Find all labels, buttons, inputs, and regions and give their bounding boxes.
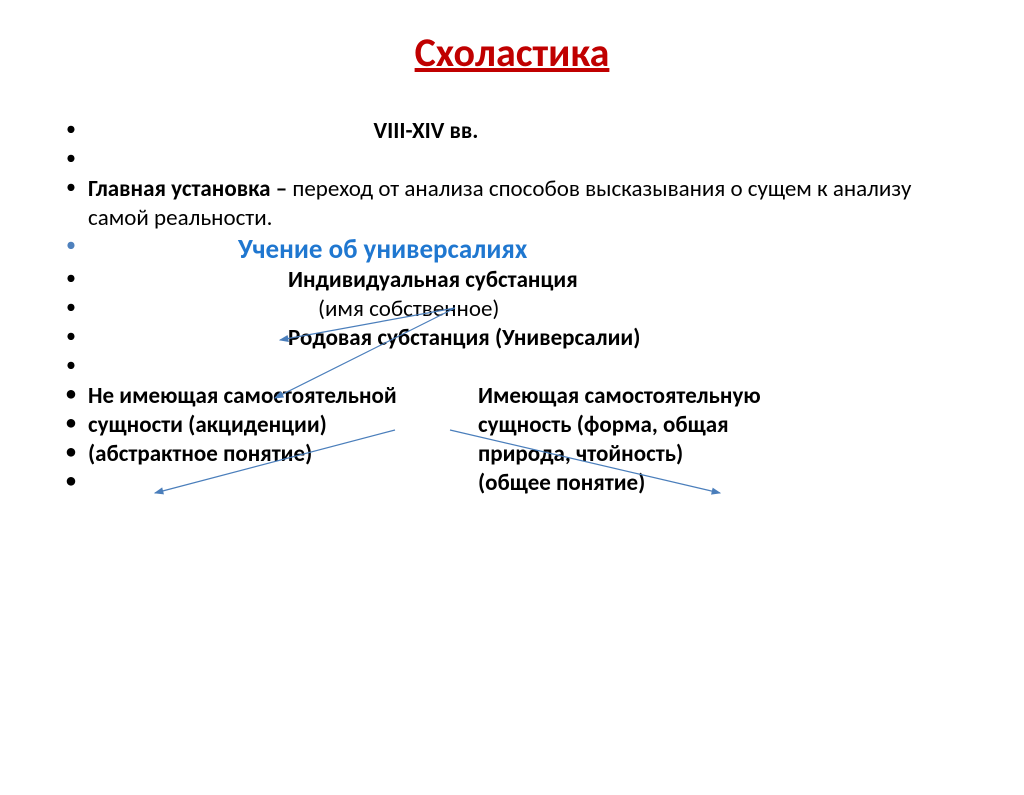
- col-right-1: Имеющая самостоятельную: [478, 382, 761, 410]
- line-period: VIII-XIV вв.: [60, 117, 964, 146]
- col-left-1: Не имеющая самостоятельной: [88, 382, 478, 411]
- period-text: VIII-XIV вв.: [88, 117, 964, 146]
- line-proper-name: (имя собственное): [60, 295, 964, 324]
- line-empty-2: [60, 353, 964, 382]
- col-right-3: природа, чтойность): [478, 440, 683, 468]
- universals-text: Учение об универсалиях: [88, 233, 527, 267]
- individual-text: Индивидуальная субстанция: [88, 266, 578, 295]
- line-generic: Родовая субстанция (Универсалии): [60, 324, 964, 353]
- bullet-list: VIII-XIV вв. Главная установка – переход…: [60, 117, 964, 498]
- line-empty-1: [60, 146, 964, 175]
- slide: Схоластика VIII-XIV вв. Главная установк…: [0, 28, 1024, 795]
- generic-text: Родовая субстанция (Универсалии): [88, 324, 640, 353]
- main-bold: Главная установка –: [88, 175, 292, 203]
- line-cols-3: (абстрактное понятие)природа, чтойность): [60, 440, 964, 469]
- col-right-4: (общее понятие): [478, 469, 645, 497]
- line-cols-4: (общее понятие): [60, 469, 964, 498]
- line-cols-2: сущности (акциденции)сущность (форма, об…: [60, 411, 964, 440]
- page-title: Схоластика: [0, 28, 1024, 77]
- proper-name-text: (имя собственное): [88, 295, 499, 324]
- col-right-2: сущность (форма, общая: [478, 411, 729, 439]
- col-left-3: (абстрактное понятие): [88, 440, 478, 469]
- line-cols-1: Не имеющая самостоятельнойИмеющая самост…: [60, 382, 964, 411]
- line-universals: Учение об универсалиях: [60, 233, 964, 267]
- content-area: VIII-XIV вв. Главная установка – переход…: [60, 117, 964, 498]
- col-left-2: сущности (акциденции): [88, 411, 478, 440]
- line-individual: Индивидуальная субстанция: [60, 266, 964, 295]
- line-main: Главная установка – переход от анализа с…: [60, 175, 964, 233]
